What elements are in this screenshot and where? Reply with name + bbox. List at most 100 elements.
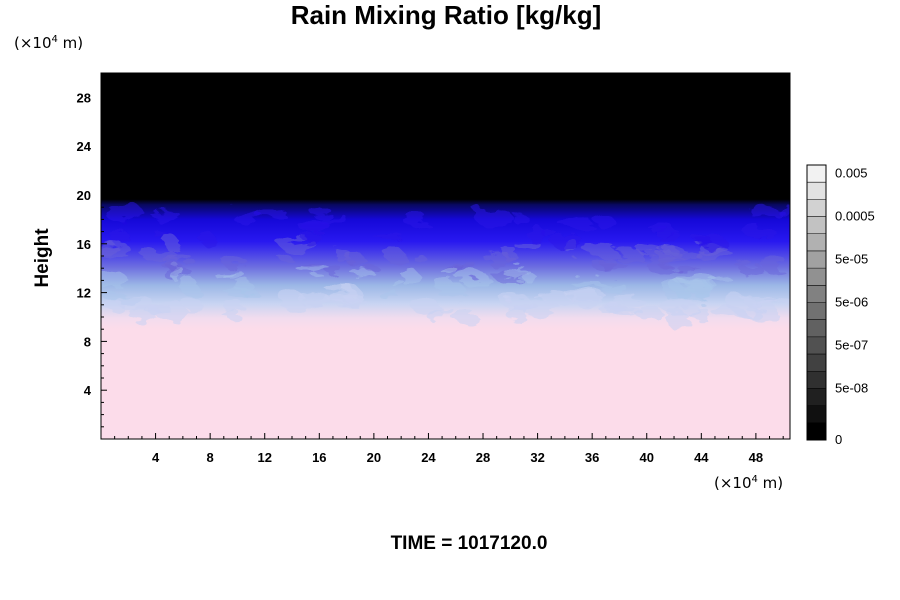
colorbar-cell [807, 371, 826, 389]
texture-blob [526, 226, 547, 244]
colorbar-cell [807, 199, 826, 217]
texture-blob [104, 204, 144, 222]
texture-blob [591, 260, 628, 271]
x-tick-label: 12 [257, 450, 271, 465]
colorbar-cell [807, 165, 826, 183]
y-tick-label: 16 [77, 237, 91, 252]
texture-blob [182, 279, 201, 298]
texture-blob [610, 303, 634, 313]
texture-blob [522, 300, 561, 318]
texture-blob [151, 212, 182, 220]
texture-blob [327, 264, 343, 278]
texture-blob [199, 230, 214, 245]
texture-blob [666, 310, 690, 330]
colorbar-cell [807, 354, 826, 372]
texture-blob [101, 271, 128, 288]
texture-blob [185, 299, 204, 315]
colorbar-label: 0.005 [835, 166, 868, 181]
x-tick-label: 20 [367, 450, 381, 465]
texture-blob [363, 262, 378, 271]
texture-blob [221, 270, 246, 281]
x-tick-label: 24 [421, 450, 436, 465]
texture-blob [696, 248, 735, 264]
texture-blob [166, 257, 182, 271]
texture-blob [101, 242, 132, 261]
texture-blob [435, 281, 465, 298]
texture-blob [777, 200, 790, 217]
texture-blob [474, 209, 514, 226]
x-unit-label: (×104 m) [714, 474, 783, 492]
x-tick-label: 36 [585, 450, 599, 465]
texture-blob [307, 301, 326, 308]
plot-area [101, 73, 790, 439]
x-tick-label: 8 [207, 450, 214, 465]
colorbar-cell [807, 216, 826, 235]
texture-blob [678, 281, 718, 290]
colorbar-label: 5e-07 [835, 338, 868, 353]
texture-blob [441, 266, 459, 277]
x-tick-label: 44 [694, 450, 709, 465]
texture-blob [584, 242, 617, 258]
texture-blob [568, 292, 604, 306]
texture-blob [743, 225, 776, 239]
texture-blob [613, 250, 645, 261]
texture-blob [774, 294, 789, 305]
x-tick-label: 32 [530, 450, 544, 465]
texture-blob [616, 295, 643, 305]
texture-blob [230, 210, 263, 222]
texture-blob [428, 308, 443, 324]
texture-blob [222, 311, 242, 319]
texture-blob [404, 211, 428, 229]
texture-blob [373, 232, 404, 241]
texture-blob [303, 234, 325, 247]
colorbar-label: 5e-05 [835, 252, 868, 267]
y-tick-label: 4 [84, 383, 92, 398]
texture-blob [660, 298, 697, 316]
texture-blob [301, 260, 322, 269]
colorbar-label: 0.0005 [835, 209, 875, 224]
colorbar-label: 5e-08 [835, 380, 868, 395]
x-tick-label: 48 [749, 450, 763, 465]
texture-blob [757, 301, 777, 309]
texture-blob [638, 244, 662, 256]
texture-blob [552, 232, 583, 252]
field-texture [101, 200, 790, 330]
texture-blob [485, 253, 517, 266]
texture-blob [223, 299, 244, 314]
texture-blob [389, 277, 403, 286]
texture-blob [142, 304, 172, 313]
texture-blob [436, 304, 451, 311]
texture-blob [111, 228, 128, 244]
texture-blob [223, 256, 249, 270]
x-axis: 4 8 12 16 20 24 28 32 36 40 44 48 [114, 433, 784, 465]
texture-blob [385, 247, 405, 264]
texture-blob [635, 306, 663, 320]
colorbar-cell [807, 268, 826, 286]
colorbar-cell [807, 182, 826, 200]
texture-blob [556, 218, 593, 227]
texture-blob [457, 273, 491, 285]
colorbar-label: 5e-06 [835, 295, 868, 310]
texture-blob [655, 230, 681, 241]
texture-blob [502, 267, 531, 278]
y-tick-label: 8 [84, 334, 91, 349]
x-tick-label: 4 [152, 450, 160, 465]
texture-blob [333, 249, 352, 262]
y-tick-label: 24 [77, 139, 92, 154]
texture-blob [278, 291, 306, 311]
texture-blob [700, 234, 726, 250]
texture-blob [513, 215, 530, 226]
texture-blob [411, 253, 425, 261]
colorbar-cell [807, 285, 826, 303]
texture-blob [740, 261, 762, 278]
texture-blob [403, 272, 423, 290]
colorbar-cell [807, 405, 826, 424]
colorbar-frame [806, 164, 827, 441]
colorbar-cell [807, 302, 826, 320]
texture-blob [450, 310, 477, 322]
texture-blob [749, 207, 786, 219]
colorbar-cell [807, 388, 826, 406]
colorbar-cell [807, 422, 826, 441]
texture-blob [600, 281, 626, 293]
chart-title: Rain Mixing Ratio [kg/kg] [291, 0, 602, 30]
